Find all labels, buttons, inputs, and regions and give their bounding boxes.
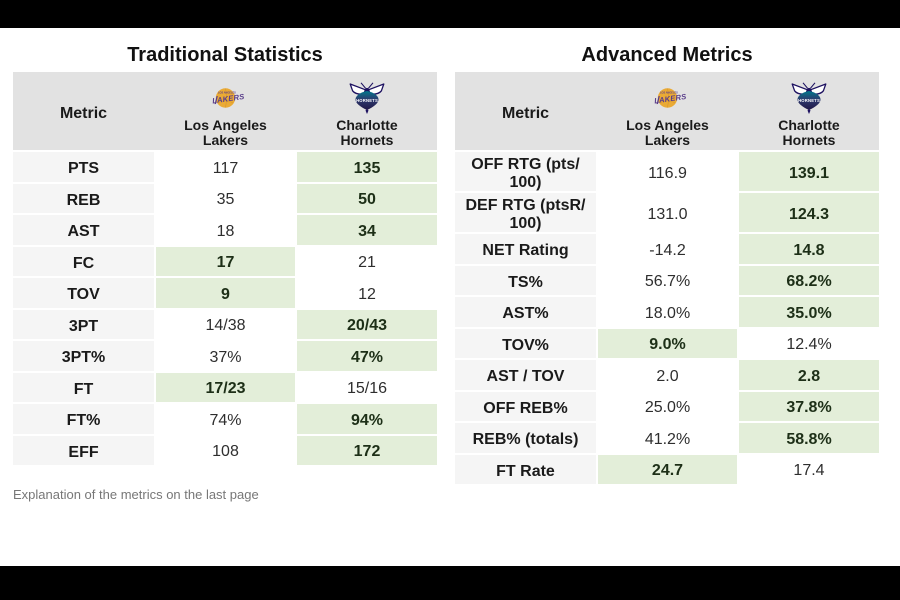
svg-text:HORNETS: HORNETS (798, 98, 820, 103)
svg-text:LOS ANGELES: LOS ANGELES (218, 92, 236, 95)
svg-text:LAKERS: LAKERS (653, 92, 686, 105)
svg-text:HORNETS: HORNETS (356, 98, 378, 103)
svg-text:LOS ANGELES: LOS ANGELES (660, 92, 678, 95)
svg-text:LAKERS: LAKERS (211, 92, 244, 105)
